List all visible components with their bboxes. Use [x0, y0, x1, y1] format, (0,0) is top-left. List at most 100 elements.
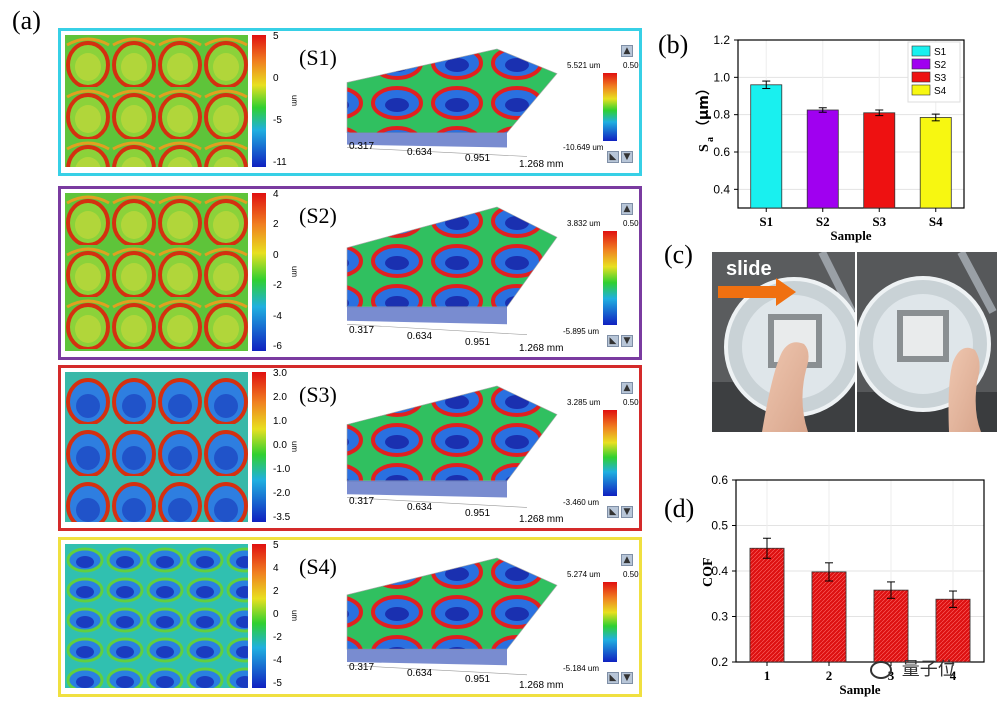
colorbar-unit: um: [290, 609, 300, 622]
colorbar-3d-side: 0.50: [623, 570, 639, 579]
topography-map-2d: [65, 35, 248, 167]
chart-sa: 0.4 0.6 0.8 1.0 1.2 S1 S2 S3 S4 Sample Sa （μm） S1 S2 S…: [696, 33, 965, 243]
arrow-up-icon[interactable]: ▲: [621, 203, 633, 215]
colorbar-3d-max: 3.832 um: [567, 219, 601, 228]
legend-entry: S4: [934, 86, 947, 97]
axis-tick: 0.951: [465, 337, 491, 348]
sample-label: (S2): [299, 203, 337, 228]
arrow-down-icon[interactable]: ▼: [621, 335, 633, 347]
surface-3d: [346, 385, 558, 508]
axis-tick: 0.634: [407, 668, 433, 679]
arrow-down-icon[interactable]: ▼: [621, 672, 633, 684]
slide-arrow-icon: [718, 278, 796, 306]
sample-label: (S4): [299, 554, 337, 579]
y-tick-label: 1.2: [713, 33, 730, 47]
colorbar-unit: um: [290, 94, 300, 107]
watermark-text: 量子位: [901, 659, 956, 680]
colorbar-tick: -2.0: [273, 488, 291, 499]
axis-tick: 1.268 mm: [519, 680, 564, 691]
axis-tick: 1.268 mm: [519, 343, 564, 354]
plot-frame: [737, 39, 965, 209]
y-tick-label: 1.0: [713, 70, 730, 84]
colorbar-3d-min: -10.649 um: [563, 143, 604, 152]
colorbar-2d: [252, 193, 266, 351]
colorbar-3d-side: 0.50: [623, 398, 639, 407]
legend-entry: S1: [934, 47, 947, 58]
bar: [750, 84, 783, 209]
arrow-diagonal-icon[interactable]: ◣: [607, 672, 619, 684]
colorbar-3d-max: 3.285 um: [567, 398, 601, 407]
y-axis-label: Sa （μm）: [696, 81, 716, 152]
colorbar-tick: 0: [273, 609, 279, 620]
slide-label: slide: [726, 258, 772, 280]
colorbar-tick: 4: [273, 189, 279, 200]
sample-frame: 5 0 -5 -11 um (S1) 0.317 0.634 0.951 1.268 …: [58, 28, 642, 176]
panel-label-b: (b): [658, 30, 689, 59]
colorbar-2d: [252, 544, 266, 688]
sample-label: (S1): [299, 45, 337, 70]
colorbar-tick: 2: [273, 586, 279, 597]
colorbar-tick: 0: [273, 73, 279, 84]
photo-device-left: [712, 252, 855, 432]
arrow-up-icon[interactable]: ▲: [621, 554, 633, 566]
bar: [873, 589, 909, 663]
arrow-up-icon[interactable]: ▲: [621, 382, 633, 394]
y-axis-label-main: S: [697, 144, 712, 152]
colorbar-tick: 0.0: [273, 440, 287, 451]
arrow-down-icon[interactable]: ▼: [621, 151, 633, 163]
colorbar-ticks: 5 0 -5 -11: [273, 31, 299, 169]
colorbar-tick: 2: [273, 219, 279, 231]
x-tick-label: S2: [816, 214, 830, 229]
colorbar-ticks: 5 4 2 0 -2 -4 -5: [273, 540, 299, 690]
colorbar-3d: [603, 410, 617, 496]
axis-tick: 0.951: [465, 508, 491, 519]
colorbar-ticks: 4 2 0 -2 -4 -6: [273, 189, 299, 353]
arrow-diagonal-icon[interactable]: ◣: [607, 335, 619, 347]
y-axis-label-sub: a: [705, 137, 716, 142]
axis-tick: 0.634: [407, 502, 433, 513]
photo-slide-start: slide: [712, 252, 855, 432]
bar: [863, 112, 896, 209]
y-axis-label-unit: （μm）: [696, 81, 712, 134]
colorbar-3d-max: 5.274 um: [567, 570, 601, 579]
colorbar-3d-side: 0.50: [623, 61, 639, 70]
x-tick-label: 2: [826, 668, 833, 683]
axis-tick: 0.317: [349, 325, 375, 336]
axis-tick: 0.317: [349, 662, 375, 673]
plot-frame: [735, 479, 985, 663]
colorbar-tick: -2: [273, 632, 282, 643]
colorbar-tick: -2: [273, 280, 282, 292]
y-axis-label-text: COF: [701, 557, 716, 587]
colorbar-tick: -6: [273, 341, 282, 352]
arrow-up-icon[interactable]: ▲: [621, 45, 633, 57]
colorbar-tick: -5: [273, 115, 282, 126]
bar: [811, 571, 847, 663]
axis-tick: 0.634: [407, 147, 433, 158]
colorbar-3d-min: -3.460 um: [563, 498, 600, 507]
colorbar-3d: [603, 231, 617, 325]
legend-entry: S3: [934, 73, 947, 84]
arrow-down-icon[interactable]: ▼: [621, 506, 633, 518]
arrow-diagonal-icon[interactable]: ◣: [607, 151, 619, 163]
colorbar-tick: 5: [273, 31, 279, 42]
x-axis-label: Sample: [839, 682, 880, 697]
x-tick-label: 3: [888, 668, 895, 683]
topography-map-2d: [65, 544, 248, 688]
colorbar-tick: -1.0: [273, 464, 291, 475]
y-tick-label: 0.5: [711, 519, 728, 533]
x-tick-label: 1: [764, 668, 771, 683]
y-tick-label: 0.4: [713, 182, 730, 196]
colorbar-tick: -5: [273, 678, 282, 689]
axis-tick: 1.268 mm: [519, 159, 564, 170]
panel-label-a: (a): [12, 6, 41, 35]
sample-frame: 3.0 2.0 1.0 0.0 -1.0 -2.0 -3.5 um (S3) 0.317 0…: [58, 365, 642, 531]
x-axis-label: Sample: [830, 228, 871, 243]
axis-tick: 0.951: [465, 153, 491, 164]
legend-swatch: [911, 84, 931, 96]
arrow-diagonal-icon[interactable]: ◣: [607, 506, 619, 518]
colorbar-3d: [603, 73, 617, 141]
colorbar-tick: 3.0: [273, 368, 287, 379]
wechat-icon: [870, 661, 892, 679]
surface-3d: [346, 557, 558, 676]
y-tick-label: 0.8: [713, 108, 730, 122]
